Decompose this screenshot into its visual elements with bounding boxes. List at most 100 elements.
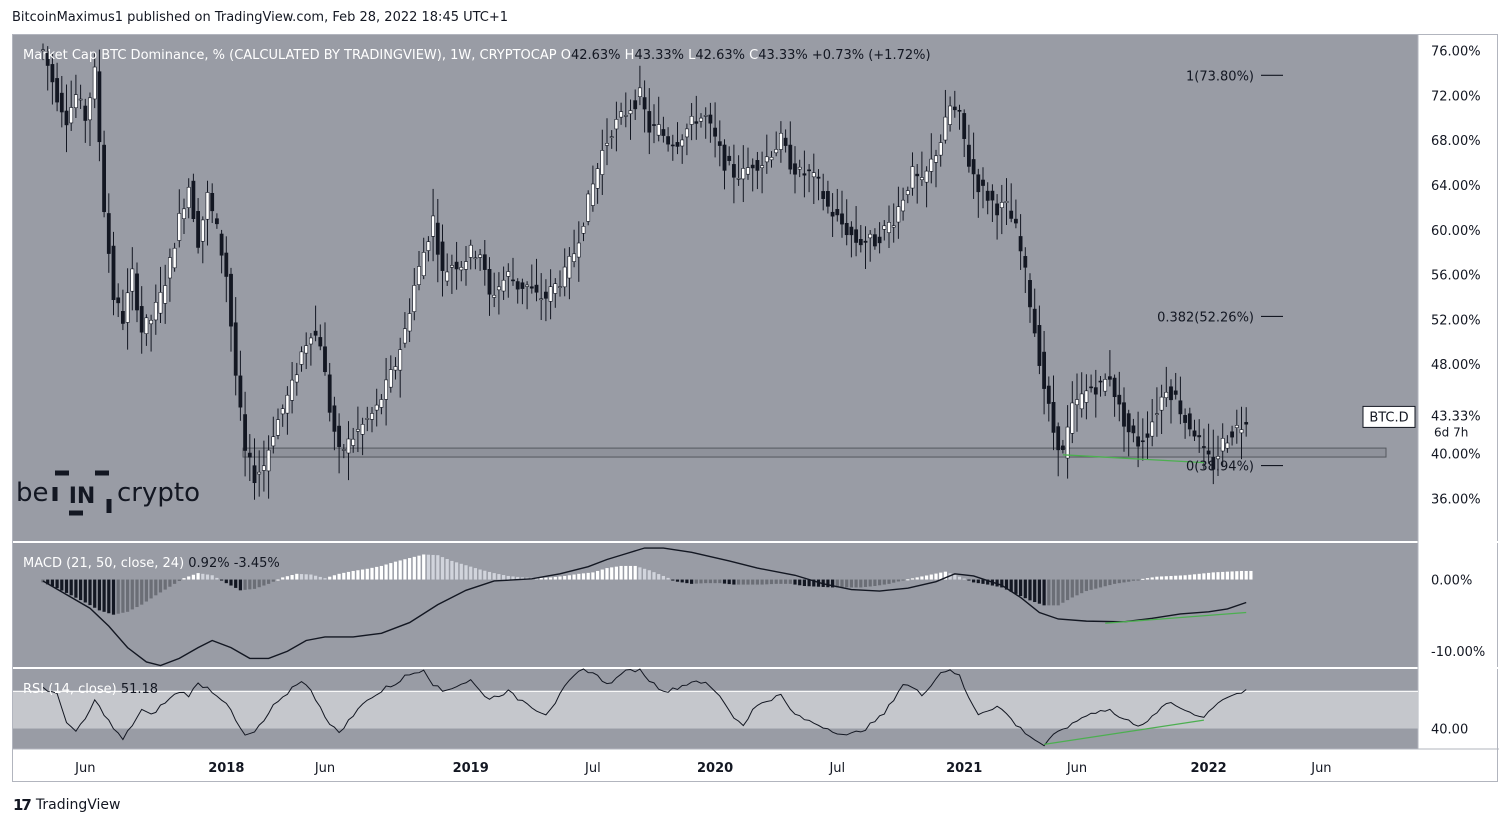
macd-histogram-bar: [210, 575, 214, 580]
macd-histogram-bar: [722, 579, 727, 584]
time-axis-tick-label: Jun: [74, 761, 95, 776]
price-candle: [511, 279, 515, 282]
price-candle: [1117, 394, 1122, 405]
macd-histogram-bar: [69, 579, 73, 596]
price-candle: [1155, 413, 1159, 415]
price-candle: [755, 160, 760, 171]
price-candle: [990, 190, 995, 201]
macd-histogram-bar: [1197, 573, 1201, 580]
macd-histogram-bar: [953, 575, 957, 580]
price-candle: [318, 337, 323, 347]
macd-histogram-bar: [205, 574, 210, 580]
price-candle: [623, 115, 628, 117]
price-candle: [558, 286, 562, 288]
price-candle: [1122, 402, 1126, 427]
macd-histogram-bar: [93, 579, 97, 608]
macd-histogram-bar: [549, 577, 553, 580]
price-candle: [1108, 376, 1112, 380]
macd-histogram-bar: [1061, 579, 1065, 603]
price-candle: [200, 219, 205, 242]
price-candle: [1192, 430, 1197, 437]
price-candle: [426, 241, 431, 251]
price-candle: [130, 268, 135, 292]
macd-histogram-bar: [79, 579, 83, 601]
macd-histogram-bar: [417, 555, 421, 580]
price-candle: [238, 375, 243, 408]
price-candle: [158, 292, 163, 314]
macd-histogram-bar: [652, 572, 656, 580]
macd-histogram-bar: [925, 575, 929, 580]
price-candle: [41, 49, 45, 52]
macd-histogram-bar: [981, 579, 985, 584]
price-candle: [83, 105, 88, 121]
macd-histogram-bar: [760, 579, 764, 585]
macd-histogram-bar: [708, 579, 712, 584]
price-candle: [971, 159, 976, 175]
macd-histogram-bar: [1094, 579, 1098, 589]
chart-frame[interactable]: 1(73.80%) 0.382(52.26%) 0(38.94%) 76.00% 72.…: [12, 34, 1499, 783]
macd-histogram-bar: [788, 579, 792, 584]
macd-histogram-bar: [1211, 572, 1215, 580]
price-candle: [78, 98, 83, 101]
price-candle: [910, 166, 915, 189]
macd-histogram-bar: [1141, 578, 1145, 580]
price-candle: [1173, 390, 1178, 395]
price-candle: [1187, 413, 1192, 430]
macd-histogram-bar: [426, 554, 430, 580]
price-candle: [1206, 450, 1211, 455]
price-candle: [412, 285, 417, 312]
macd-axis-tick-label: 0.00%: [1431, 574, 1472, 589]
price-candle: [1018, 236, 1023, 252]
macd-histogram-bar: [130, 579, 134, 610]
macd-histogram-bar: [356, 570, 360, 580]
price-candle: [1056, 426, 1061, 451]
macd-histogram-bar: [1239, 570, 1244, 580]
symbol-label: BTC.D: [1369, 410, 1408, 425]
price-candle: [896, 206, 901, 223]
price-candle: [308, 337, 313, 345]
price-axis-tick-label: 48.00%: [1431, 358, 1481, 373]
macd-histogram-bar: [295, 573, 299, 580]
price-candle: [854, 229, 859, 243]
price-candle: [600, 150, 605, 175]
macd-histogram-bar: [1164, 576, 1168, 580]
macd-histogram-bar: [46, 579, 50, 585]
price-candle: [520, 282, 525, 289]
price-axis-tick-label: 64.00%: [1431, 179, 1481, 194]
price-candle: [252, 465, 257, 484]
macd-histogram-bar: [276, 579, 280, 581]
price-candle: [205, 192, 210, 220]
tradingview-footer[interactable]: 17 TradingView: [13, 796, 120, 814]
macd-histogram-bar: [111, 579, 116, 615]
price-candle: [1103, 379, 1108, 392]
macd-histogram-bar: [257, 579, 261, 588]
macd-histogram-bar: [1070, 579, 1074, 598]
price-candle: [1079, 393, 1084, 410]
price-candle: [243, 414, 248, 451]
macd-histogram-bar: [267, 579, 271, 584]
price-candle: [1178, 400, 1183, 415]
price-candle: [69, 107, 74, 124]
price-candle: [473, 257, 478, 260]
macd-histogram-bar: [229, 579, 233, 586]
macd-histogram-bar: [1103, 579, 1107, 587]
macd-histogram-bar: [558, 576, 562, 580]
macd-histogram-bar: [440, 557, 445, 580]
chart-canvas[interactable]: 1(73.80%) 0.382(52.26%) 0(38.94%) 76.00% 72.…: [13, 35, 1499, 783]
price-candle: [1013, 218, 1018, 224]
macd-histogram-bar: [713, 579, 717, 584]
price-candle: [262, 465, 266, 471]
price-candle: [299, 351, 304, 365]
macd-histogram-bar: [807, 579, 811, 587]
price-candle: [182, 208, 186, 219]
price-candle: [224, 252, 229, 277]
fib-level-label: 1(73.80%): [1186, 69, 1254, 84]
price-candle: [506, 271, 511, 277]
macd-histogram-bar: [553, 576, 557, 580]
macd-histogram-bar: [473, 568, 477, 580]
macd-histogram-bar: [370, 567, 374, 580]
macd-histogram-bar: [248, 579, 252, 590]
macd-histogram-bar: [751, 579, 755, 585]
macd-histogram-bar: [1150, 577, 1154, 580]
price-candle: [844, 222, 849, 236]
